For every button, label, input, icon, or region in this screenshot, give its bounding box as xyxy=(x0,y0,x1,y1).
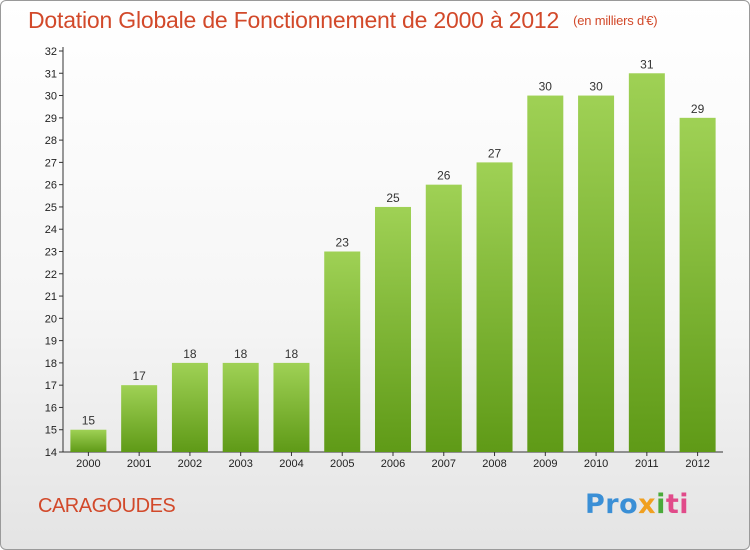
y-tick-label: 23 xyxy=(45,247,57,259)
y-tick-label: 14 xyxy=(45,447,57,459)
y-tick-label: 20 xyxy=(45,313,57,325)
bar-value-label: 17 xyxy=(132,369,146,383)
bar-value-label: 18 xyxy=(234,347,248,361)
bar xyxy=(121,385,158,452)
y-tick-label: 29 xyxy=(45,113,57,125)
x-tick-label: 2002 xyxy=(178,458,202,470)
x-tick-label: 2005 xyxy=(330,458,354,470)
bar-value-label: 23 xyxy=(336,236,350,250)
y-tick-label: 18 xyxy=(45,358,57,370)
x-tick-label: 2003 xyxy=(228,458,252,470)
commune-name: CARAGOUDES xyxy=(38,495,176,517)
bar xyxy=(273,362,310,452)
x-tick-label: 2007 xyxy=(432,458,456,470)
y-tick-label: 24 xyxy=(45,224,57,236)
bar-value-label: 30 xyxy=(539,80,553,94)
x-tick-label: 2009 xyxy=(533,458,557,470)
chart-title-block: Dotation Globale de Fonctionnement de 20… xyxy=(28,7,658,34)
bar xyxy=(425,184,462,452)
y-tick-label: 32 xyxy=(45,46,57,58)
y-tick-label: 28 xyxy=(45,135,57,147)
proxiti-logo[interactable]: Proxiti xyxy=(585,489,689,520)
bar-value-label: 15 xyxy=(82,414,96,428)
bar xyxy=(578,95,615,453)
bar xyxy=(628,73,665,453)
logo-part: x xyxy=(638,489,657,520)
x-tick-label: 2012 xyxy=(685,458,709,470)
bar xyxy=(375,206,411,452)
bar-value-label: 30 xyxy=(589,80,603,94)
chart-title: Dotation Globale de Fonctionnement de 20… xyxy=(28,7,560,33)
x-tick-label: 2008 xyxy=(482,458,506,470)
x-tick-label: 2004 xyxy=(279,458,303,470)
x-tick-label: 2001 xyxy=(127,458,151,470)
bar-value-label: 25 xyxy=(386,191,400,205)
bar-value-label: 18 xyxy=(285,347,299,361)
x-tick-label: 2006 xyxy=(381,458,405,470)
y-tick-label: 19 xyxy=(45,336,57,348)
x-tick-label: 2011 xyxy=(635,458,659,470)
bar xyxy=(476,162,513,452)
y-tick-label: 21 xyxy=(45,291,57,303)
bar xyxy=(679,117,716,452)
bar xyxy=(171,362,208,452)
bar-value-label: 31 xyxy=(640,57,654,71)
bar-value-label: 29 xyxy=(691,102,705,116)
logo-part: ti xyxy=(665,489,690,520)
y-tick-label: 26 xyxy=(45,180,57,192)
x-tick-label: 2010 xyxy=(584,458,608,470)
y-tick-label: 25 xyxy=(45,202,57,214)
bar-value-label: 27 xyxy=(488,146,502,160)
bar-value-label: 26 xyxy=(437,169,451,183)
bar xyxy=(527,95,564,453)
x-tick-label: 2000 xyxy=(76,458,100,470)
bar xyxy=(222,362,259,452)
y-tick-label: 27 xyxy=(45,157,57,169)
y-tick-label: 16 xyxy=(45,402,57,414)
y-tick-label: 30 xyxy=(45,91,57,103)
bar xyxy=(70,429,107,452)
y-tick-label: 22 xyxy=(45,269,57,281)
logo-part: i xyxy=(656,489,666,520)
bar-value-label: 18 xyxy=(183,347,197,361)
logo-part: Pro xyxy=(585,489,639,520)
bar xyxy=(324,251,361,452)
y-tick-label: 15 xyxy=(45,425,57,437)
y-tick-label: 17 xyxy=(45,380,57,392)
chart-subtitle: (en milliers d'€) xyxy=(573,13,658,28)
y-tick-label: 31 xyxy=(45,68,57,80)
